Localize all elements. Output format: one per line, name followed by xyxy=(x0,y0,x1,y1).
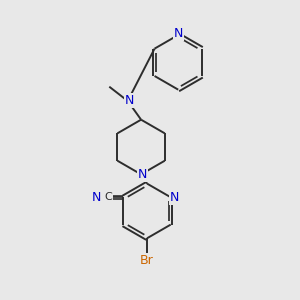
Text: Br: Br xyxy=(140,254,154,267)
Text: N: N xyxy=(173,27,183,40)
Text: N: N xyxy=(124,94,134,107)
Text: N: N xyxy=(138,168,147,181)
Text: N: N xyxy=(169,191,179,204)
Text: N: N xyxy=(91,191,101,204)
Text: C: C xyxy=(104,192,112,202)
